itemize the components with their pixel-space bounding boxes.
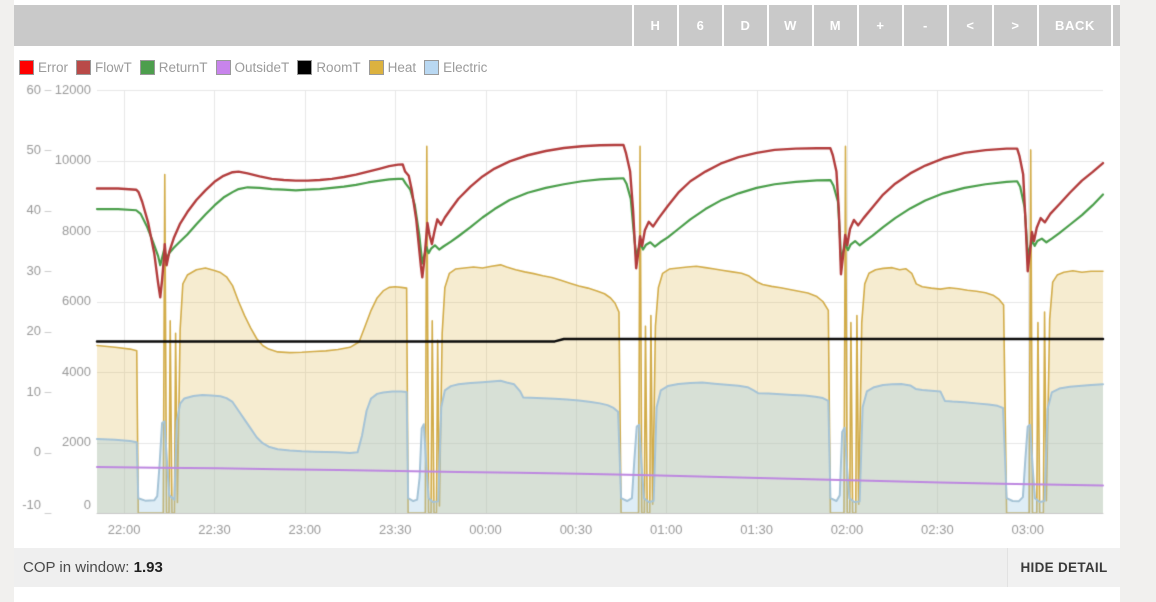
legend-swatch-error	[19, 59, 34, 75]
legend-item-roomt[interactable]: RoomT	[297, 59, 361, 75]
legend-label: ReturnT	[158, 59, 208, 75]
chart-canvas[interactable]	[14, 78, 1120, 548]
toolbar-button-d[interactable]: D	[722, 5, 767, 46]
cop-label: COP in window:	[23, 559, 130, 576]
legend-swatch-flowt	[76, 59, 91, 75]
legend-item-flowt[interactable]: FlowT	[76, 59, 132, 75]
cop-readout: COP in window: 1.93	[14, 559, 163, 576]
toolbar-button--[interactable]: -	[902, 5, 947, 46]
legend-swatch-outsidet	[215, 59, 231, 75]
toolbar-button-6[interactable]: 6	[677, 5, 722, 46]
content-panel: H 6 D W M + - < > BACK Error FlowT ReturnT OutsideT R…	[14, 0, 1120, 602]
legend-label: FlowT	[95, 59, 132, 75]
legend-item-outsidet[interactable]: OutsideT	[215, 59, 290, 75]
legend-item-electric[interactable]: Electric	[424, 59, 488, 75]
footer-bar: COP in window: 1.93 HIDE DETAIL	[14, 548, 1120, 587]
toolbar-button-back[interactable]: BACK	[1037, 5, 1113, 46]
hide-detail-button[interactable]: HIDE DETAIL	[1007, 548, 1120, 587]
toolbar-button-h[interactable]: H	[632, 5, 677, 46]
legend-label: Error	[38, 59, 68, 75]
toolbar: H 6 D W M + - < > BACK	[14, 5, 1120, 46]
chart-legend: Error FlowT ReturnT OutsideT RoomT Heat Electr…	[19, 57, 495, 77]
legend-swatch-electric	[424, 59, 440, 75]
legend-item-returnt[interactable]: ReturnT	[139, 59, 208, 75]
legend-swatch-returnt	[139, 59, 155, 75]
legend-swatch-heat	[368, 59, 384, 75]
legend-label: OutsideT	[234, 59, 290, 75]
legend-label: RoomT	[316, 59, 361, 75]
toolbar-button-+[interactable]: +	[857, 5, 902, 46]
toolbar-button-w[interactable]: W	[767, 5, 812, 46]
legend-swatch-roomt	[297, 59, 313, 75]
legend-item-heat[interactable]: Heat	[368, 59, 417, 75]
toolbar-button-m[interactable]: M	[812, 5, 857, 46]
toolbar-button-<[interactable]: <	[947, 5, 992, 46]
cop-value: 1.93	[133, 559, 163, 576]
legend-label: Electric	[443, 59, 488, 75]
toolbar-button->[interactable]: >	[992, 5, 1037, 46]
legend-label: Heat	[387, 59, 417, 75]
legend-item-error[interactable]: Error	[19, 59, 68, 75]
